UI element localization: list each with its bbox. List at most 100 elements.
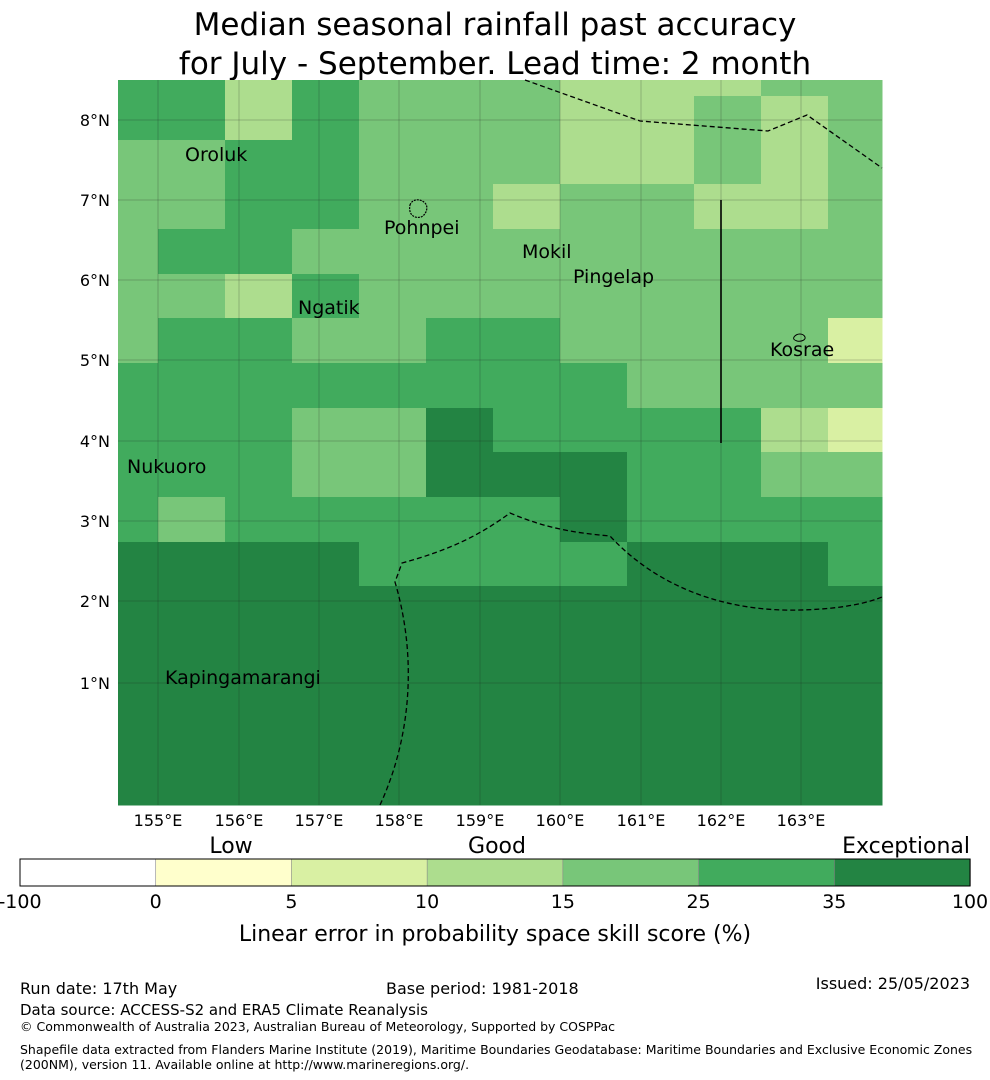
skill-cell xyxy=(118,586,159,806)
skill-cell xyxy=(560,408,628,453)
skill-cell xyxy=(158,408,226,453)
run-date: Run date: 17th May xyxy=(20,979,178,998)
skill-cell xyxy=(493,452,561,498)
skill-cell xyxy=(292,497,360,543)
colorbar-tick-label: 25 xyxy=(686,891,710,913)
skill-cell xyxy=(627,184,695,230)
skill-cell xyxy=(493,96,561,141)
skill-cell xyxy=(359,408,427,453)
skill-cell xyxy=(761,497,829,543)
skill-cell xyxy=(828,96,883,141)
skill-cell xyxy=(627,452,695,498)
skill-cell xyxy=(828,318,883,364)
skill-cell xyxy=(560,229,628,275)
place-label-pohnpei: Pohnpei xyxy=(384,217,460,239)
skill-cell xyxy=(426,363,494,409)
skill-cell xyxy=(292,408,360,453)
skill-cell xyxy=(158,140,226,185)
skill-cell xyxy=(426,184,494,230)
skill-cell xyxy=(560,318,628,364)
skill-cell xyxy=(359,586,427,806)
colorbar-swatch xyxy=(698,858,836,887)
skill-cell xyxy=(627,274,695,319)
skill-cell xyxy=(158,542,226,587)
colorbar-tick-label: 5 xyxy=(285,891,297,913)
skill-cell xyxy=(118,408,159,453)
skill-cell xyxy=(761,586,829,806)
colorbar-category-low: Low xyxy=(209,834,252,859)
skill-cell xyxy=(694,184,762,230)
colorbar-swatch xyxy=(833,858,971,887)
skill-cell xyxy=(493,274,561,319)
skill-cell xyxy=(694,274,762,319)
skill-cell xyxy=(292,318,360,364)
skill-cell xyxy=(292,452,360,498)
skill-cell xyxy=(761,274,829,319)
skill-cell xyxy=(627,229,695,275)
skill-cell xyxy=(225,586,293,806)
skill-cell xyxy=(225,542,293,587)
shapefile-credit-line-2: (200NM), version 11. Available online at… xyxy=(20,1057,470,1072)
skill-cell xyxy=(493,80,561,97)
colorbar-tick-label: -100 xyxy=(0,891,42,913)
place-labels: Oroluk Pohnpei Mokil Pingelap Ngatik Kos… xyxy=(127,144,834,689)
skill-cell xyxy=(560,363,628,409)
skill-cell xyxy=(292,184,360,230)
skill-cell xyxy=(828,274,883,319)
skill-cell xyxy=(426,140,494,185)
colorbar-swatch xyxy=(19,858,157,887)
lon-tick-155e: 155°E xyxy=(134,811,183,830)
place-label-oroluk: Oroluk xyxy=(185,144,247,166)
skill-cell xyxy=(225,140,293,185)
place-label-mokil: Mokil xyxy=(522,241,572,263)
shapefile-credit-line-1: Shapefile data extracted from Flanders M… xyxy=(20,1042,973,1057)
skill-cell xyxy=(426,274,494,319)
colorbar-swatches xyxy=(19,858,971,887)
skill-cell xyxy=(560,542,628,587)
skill-cell xyxy=(292,363,360,409)
colorbar-swatch xyxy=(291,858,428,887)
colorbar-tick-label: 10 xyxy=(415,891,439,913)
skill-cell xyxy=(292,80,360,97)
colorbar-tick-label: 100 xyxy=(952,891,988,913)
skill-cell xyxy=(560,80,628,97)
skill-cell xyxy=(493,408,561,453)
skill-cell xyxy=(359,96,427,141)
skill-cell xyxy=(627,140,695,185)
skill-cell xyxy=(118,318,159,364)
skill-cell xyxy=(493,586,561,806)
longitude-tick-labels: 155°E 156°E 157°E 158°E 159°E 160°E 161°… xyxy=(134,811,826,830)
skill-cell xyxy=(426,96,494,141)
lat-tick-1n: 1°N xyxy=(80,674,110,693)
skill-cell xyxy=(292,229,360,275)
skill-cell xyxy=(158,274,226,319)
lat-tick-8n: 8°N xyxy=(80,111,110,130)
skill-cell xyxy=(426,408,494,453)
skill-cell xyxy=(359,140,427,185)
skill-cell xyxy=(426,497,494,543)
lon-tick-157e: 157°E xyxy=(295,811,344,830)
skill-cell xyxy=(627,96,695,141)
eez-boundary-north xyxy=(524,79,883,169)
lon-tick-162e: 162°E xyxy=(697,811,746,830)
skill-cell xyxy=(560,452,628,498)
colorbar-tick-labels: -100 0 5 10 15 25 35 100 xyxy=(0,891,988,913)
skill-cell xyxy=(627,586,695,806)
skill-cell xyxy=(158,96,226,141)
skill-cell xyxy=(828,184,883,230)
lat-tick-3n: 3°N xyxy=(80,512,110,531)
skill-cell xyxy=(225,497,293,543)
skill-cell xyxy=(225,452,293,498)
graticule xyxy=(118,80,882,805)
place-label-nukuoro: Nukuoro xyxy=(127,456,206,478)
skill-cell xyxy=(292,96,360,141)
skill-cell xyxy=(359,229,427,275)
skill-cell xyxy=(158,229,226,275)
skill-cell xyxy=(158,363,226,409)
skill-cell xyxy=(359,542,427,587)
skill-cell xyxy=(761,96,829,141)
skill-cell xyxy=(694,363,762,409)
skill-cell xyxy=(225,184,293,230)
skill-cell xyxy=(560,96,628,141)
skill-cell xyxy=(828,497,883,543)
